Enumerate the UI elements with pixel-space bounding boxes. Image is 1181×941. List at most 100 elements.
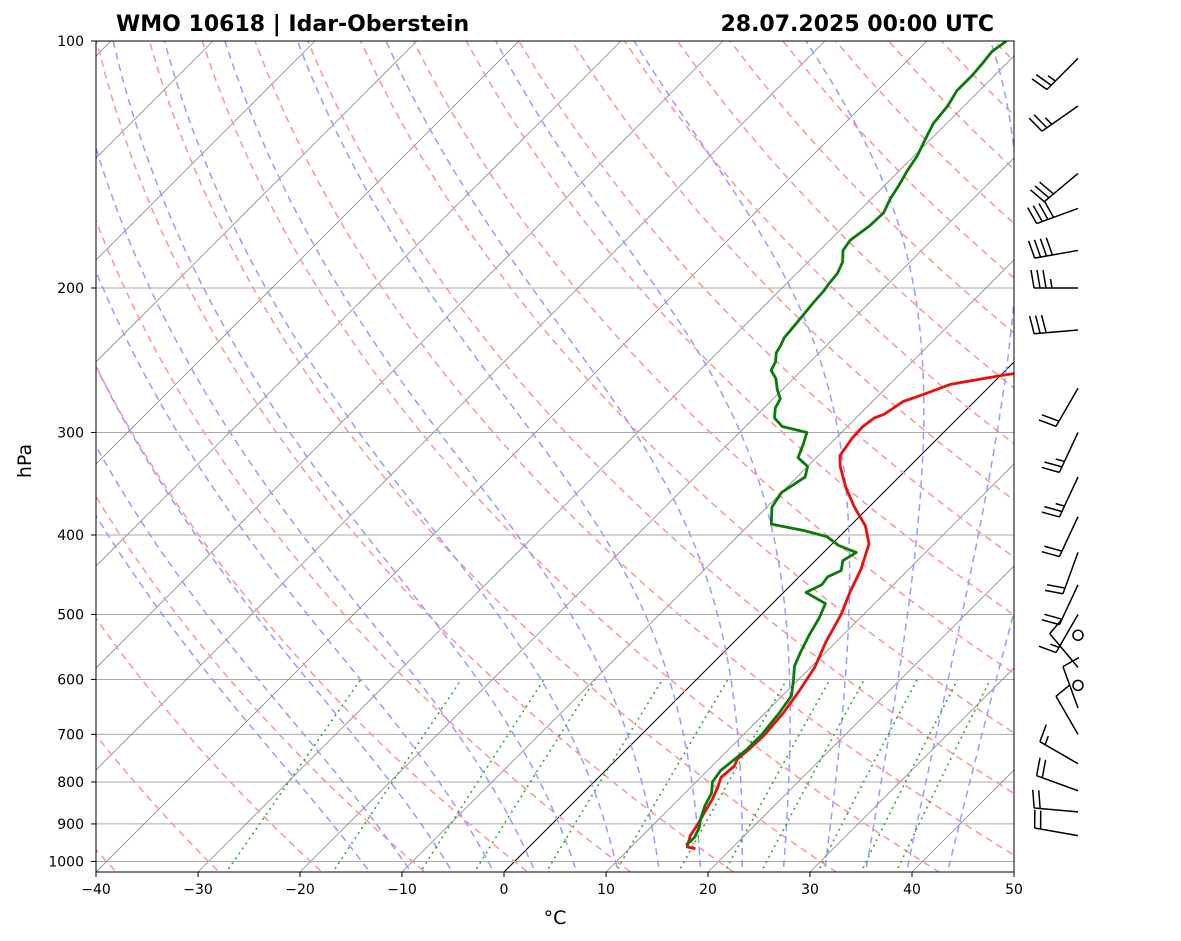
x-tick-label: −20 <box>285 882 315 898</box>
mixing-ratio-line <box>545 678 664 872</box>
y-axis-label: hPa <box>14 444 36 478</box>
y-tick-label: 600 <box>57 672 84 688</box>
wind-barb <box>1044 552 1079 595</box>
isotherm-line <box>96 41 928 872</box>
wind-barb <box>1038 614 1079 654</box>
x-tick-label: 10 <box>597 882 615 898</box>
dry-adiabat-line <box>465 41 1014 616</box>
zero-isotherm-line <box>503 361 1014 872</box>
mixing-ratio-line <box>614 678 729 872</box>
gridlines <box>96 41 1181 872</box>
mixing-ratio-line <box>225 678 362 872</box>
moist-adiabat-line <box>96 145 536 872</box>
moist-adiabat-line <box>905 41 1014 872</box>
y-tick-label: 200 <box>57 281 84 297</box>
wind-barb <box>1041 432 1079 474</box>
isotherm-line <box>299 157 1014 872</box>
y-tick-label: 800 <box>57 775 84 791</box>
dry-adiabat-line <box>201 41 941 872</box>
moist-adiabat-line <box>96 514 371 872</box>
x-tick-label: 20 <box>699 882 717 898</box>
moist-adiabat-line <box>112 41 578 872</box>
y-tick-label: 300 <box>57 425 84 441</box>
chart-title-station: WMO 10618 | Idar-Oberstein <box>116 12 469 37</box>
y-tick-label: 100 <box>57 34 84 50</box>
wind-barb <box>1049 619 1079 668</box>
y-tick-label: 900 <box>57 817 84 833</box>
y-tick-label: 1000 <box>48 854 84 870</box>
dry-adiabat-line <box>359 41 1014 734</box>
wind-barb <box>1027 201 1079 225</box>
mixing-ratio-line <box>419 678 545 872</box>
mixing-ratio-line <box>331 678 463 872</box>
dry-adiabat-line <box>96 495 427 872</box>
isotherm-line <box>605 463 1014 872</box>
isotherm-line <box>96 41 316 261</box>
mixing-ratio-line <box>473 678 596 872</box>
moist-adiabat-line <box>385 41 743 872</box>
x-tick-label: 40 <box>903 882 921 898</box>
wind-barb <box>1028 105 1079 132</box>
dry-adiabat-line <box>729 41 1014 334</box>
wind-barb <box>1039 724 1079 765</box>
y-tick-label: 700 <box>57 727 84 743</box>
mixing-ratio-line <box>677 679 788 872</box>
mixing-ratio-line <box>816 679 918 872</box>
y-tick-label: 500 <box>57 607 84 623</box>
wind-barbs <box>1027 57 1084 837</box>
isotherm-line <box>401 259 1014 872</box>
isotherm-line <box>809 667 1014 872</box>
mixing-ratio-line <box>723 679 831 872</box>
moist-adiabat-line <box>96 269 495 872</box>
moist-adiabat-line <box>296 41 702 872</box>
chart-title-datetime: 28.07.2025 00:00 UTC <box>720 12 994 37</box>
dry-adiabat-line <box>96 364 529 872</box>
moist-adiabat-line <box>946 609 1014 872</box>
temperature-profile-line <box>685 372 1014 851</box>
wind-barb <box>1030 269 1078 289</box>
x-tick-label: −10 <box>387 882 417 898</box>
wind-barb <box>1027 237 1079 259</box>
isotherm-line <box>96 41 418 363</box>
wind-barb <box>1038 387 1079 428</box>
x-tick-label: −40 <box>81 882 111 898</box>
wind-barb <box>1055 684 1079 735</box>
dry-adiabat-line <box>148 41 838 872</box>
x-tick-label: 0 <box>500 882 509 898</box>
dry-adiabat-line <box>307 41 1014 795</box>
mixing-ratio-line <box>860 679 959 872</box>
wind-barb <box>1041 476 1079 518</box>
dry-adiabat-line <box>993 41 1014 63</box>
dry-adiabat-line <box>518 41 1014 559</box>
moist-adiabat-line <box>163 41 619 872</box>
dry-adiabat-line <box>254 41 1014 857</box>
x-tick-label: −30 <box>183 882 213 898</box>
moist-adiabat-line <box>805 41 925 872</box>
isotherm-line <box>1013 871 1014 872</box>
dry-adiabat-line <box>96 41 735 872</box>
isotherm-line <box>96 41 622 567</box>
wind-barb <box>1031 789 1079 813</box>
dewpoint-profile-line <box>685 41 1008 847</box>
dry-adiabat-line <box>887 41 1014 171</box>
mixing-ratio-line <box>895 679 992 872</box>
wind-barb <box>1062 656 1080 709</box>
x-tick-label: 30 <box>801 882 819 898</box>
series-layer <box>685 41 1014 851</box>
isotherm-line <box>707 565 1014 872</box>
dry-adiabat-line <box>676 41 1014 390</box>
y-tick-label: 400 <box>57 528 84 544</box>
moist-adiabat-line <box>96 364 454 872</box>
wind-barb <box>1072 629 1084 641</box>
wind-barb <box>1033 809 1079 837</box>
dry-adiabat-line <box>96 617 324 872</box>
x-axis-label: °C <box>544 907 567 929</box>
wind-barb <box>1035 757 1079 792</box>
wind-barb <box>1041 584 1079 626</box>
isotherm-line <box>1116 41 1181 872</box>
isotherm-line <box>197 55 1014 872</box>
mixing-ratio-line <box>760 679 866 872</box>
isotherm-line <box>911 769 1014 872</box>
dry-adiabat-line <box>571 41 1014 502</box>
